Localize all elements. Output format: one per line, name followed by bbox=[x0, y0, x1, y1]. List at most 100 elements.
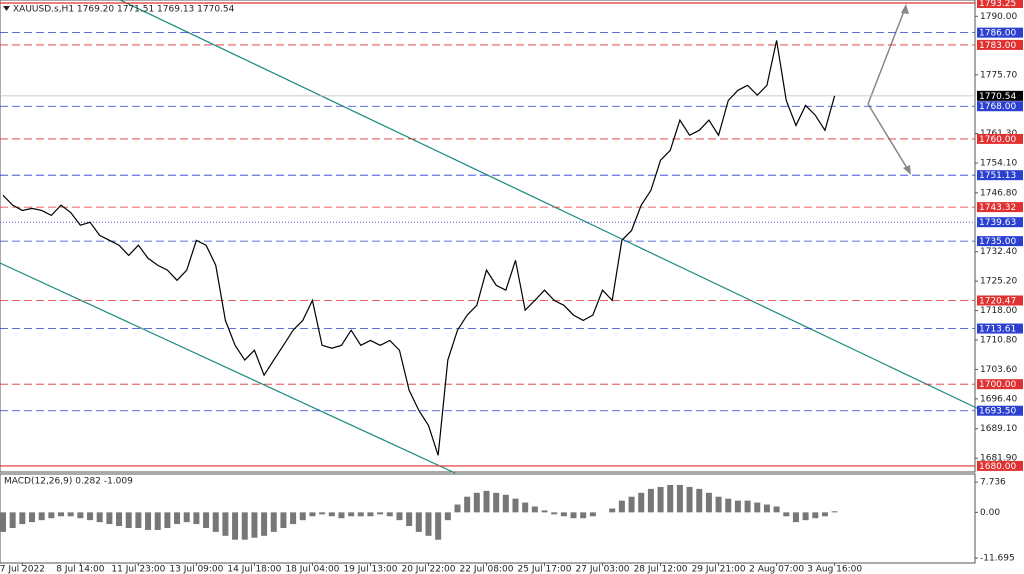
level-label: 1739.63 bbox=[979, 218, 1016, 228]
macd-bar bbox=[19, 512, 26, 525]
macd-bar bbox=[792, 512, 799, 523]
macd-bar bbox=[686, 486, 693, 513]
x-tick-label: 18 Jul 04:00 bbox=[285, 565, 339, 574]
macd-bar bbox=[734, 500, 741, 513]
x-tick-label: 14 Jul 18:00 bbox=[227, 565, 281, 574]
x-tick-label: 20 Jul 22:00 bbox=[401, 565, 455, 574]
x-tick-label: 27 Jul 03:00 bbox=[576, 565, 630, 574]
x-tick-label: 11 Jul 23:00 bbox=[111, 565, 165, 574]
macd-bar bbox=[773, 506, 780, 513]
macd-bar bbox=[715, 496, 722, 513]
level-tag bbox=[977, 295, 1023, 306]
macd-bar bbox=[67, 512, 74, 517]
macd-bar bbox=[203, 512, 210, 528]
macd-bar bbox=[638, 492, 645, 513]
level-tag bbox=[977, 405, 1023, 416]
macd-bar bbox=[38, 512, 45, 521]
macd-bar bbox=[705, 492, 712, 513]
menu-icon[interactable] bbox=[3, 6, 10, 11]
level-label: 1693.50 bbox=[979, 407, 1016, 417]
macd-bar bbox=[435, 512, 442, 540]
macd-bar bbox=[609, 508, 616, 513]
macd-bar bbox=[290, 512, 297, 525]
macd-bar bbox=[145, 512, 152, 530]
level-tag bbox=[977, 460, 1023, 471]
macd-bar bbox=[299, 512, 306, 521]
macd-bar bbox=[464, 496, 471, 513]
y-tick-label: 1754.10 bbox=[980, 159, 1017, 169]
level-tag bbox=[977, 90, 1023, 101]
macd-bar bbox=[589, 512, 596, 517]
macd-bar bbox=[444, 512, 451, 521]
macd-bar bbox=[522, 502, 529, 513]
x-tick-label: 13 Jul 09:00 bbox=[169, 565, 223, 574]
level-label: 1768.00 bbox=[979, 102, 1016, 112]
arrow-head bbox=[901, 4, 909, 14]
macd-bar bbox=[415, 512, 422, 532]
macd-bar bbox=[135, 512, 142, 528]
y-tick-label: 1732.40 bbox=[980, 247, 1017, 257]
macd-bar bbox=[647, 488, 654, 513]
macd-bar bbox=[125, 512, 132, 528]
level-tag bbox=[977, 133, 1023, 144]
macd-bar bbox=[241, 512, 248, 540]
x-tick-label: 22 Jul 08:00 bbox=[460, 565, 514, 574]
level-tag bbox=[977, 379, 1023, 390]
macd-bar bbox=[319, 512, 326, 515]
macd-bar bbox=[551, 512, 558, 515]
macd-bar bbox=[357, 512, 364, 517]
level-label: 1743.32 bbox=[979, 203, 1016, 213]
macd-bar bbox=[657, 486, 664, 513]
macd-panel bbox=[0, 473, 976, 564]
y-tick-label: 1696.40 bbox=[980, 394, 1017, 404]
macd-bar bbox=[541, 510, 548, 513]
x-tick-label: 25 Jul 17:00 bbox=[518, 565, 572, 574]
macd-bar bbox=[261, 512, 268, 536]
level-tag bbox=[977, 170, 1023, 181]
macd-bar bbox=[676, 484, 683, 513]
x-tick-label: 3 Aug 16:00 bbox=[807, 565, 862, 574]
level-label: 1793.25 bbox=[979, 0, 1016, 9]
y-tick-label: 1718.00 bbox=[980, 306, 1017, 316]
level-label: 1700.00 bbox=[979, 380, 1016, 390]
macd-bar bbox=[48, 512, 55, 519]
macd-bar bbox=[222, 512, 229, 536]
level-tag bbox=[977, 0, 1023, 9]
macd-title: MACD(12,26,9) 0.282 -1.009 bbox=[4, 477, 133, 487]
y-tick-label: 1790.00 bbox=[980, 12, 1017, 22]
macd-bar bbox=[744, 500, 751, 513]
macd-bar bbox=[9, 512, 16, 528]
macd-bar bbox=[280, 512, 287, 528]
macd-bar bbox=[473, 492, 480, 513]
macd-bar bbox=[174, 512, 181, 525]
macd-bar bbox=[628, 496, 635, 513]
x-tick-label: 2 Aug 07:00 bbox=[749, 565, 804, 574]
y-tick-label: 1681.90 bbox=[980, 454, 1017, 464]
macd-bar bbox=[77, 512, 84, 519]
level-tag bbox=[977, 323, 1023, 334]
macd-bar bbox=[725, 498, 732, 513]
macd-bar bbox=[0, 512, 6, 532]
macd-bar bbox=[338, 512, 345, 519]
y-tick-label: 1703.60 bbox=[980, 365, 1017, 375]
macd-bar bbox=[367, 512, 374, 517]
macd-bar bbox=[531, 506, 538, 513]
macd-bar bbox=[106, 512, 113, 525]
x-tick-label: 28 Jul 12:00 bbox=[634, 565, 688, 574]
level-tag bbox=[977, 202, 1023, 213]
level-tag bbox=[977, 39, 1023, 50]
x-tick-label: 29 Jul 21:00 bbox=[692, 565, 746, 574]
macd-bar bbox=[251, 512, 258, 538]
macd-bar bbox=[696, 488, 703, 513]
y-tick-label: 1725.20 bbox=[980, 277, 1017, 287]
macd-bar bbox=[821, 512, 828, 517]
macd-bar bbox=[831, 511, 838, 513]
macd-bar bbox=[309, 512, 316, 517]
macd-bar bbox=[154, 512, 161, 530]
macd-bar bbox=[570, 512, 577, 519]
y-tick-label: 1710.80 bbox=[980, 336, 1017, 346]
macd-bar bbox=[493, 492, 500, 513]
level-tag bbox=[977, 27, 1023, 38]
